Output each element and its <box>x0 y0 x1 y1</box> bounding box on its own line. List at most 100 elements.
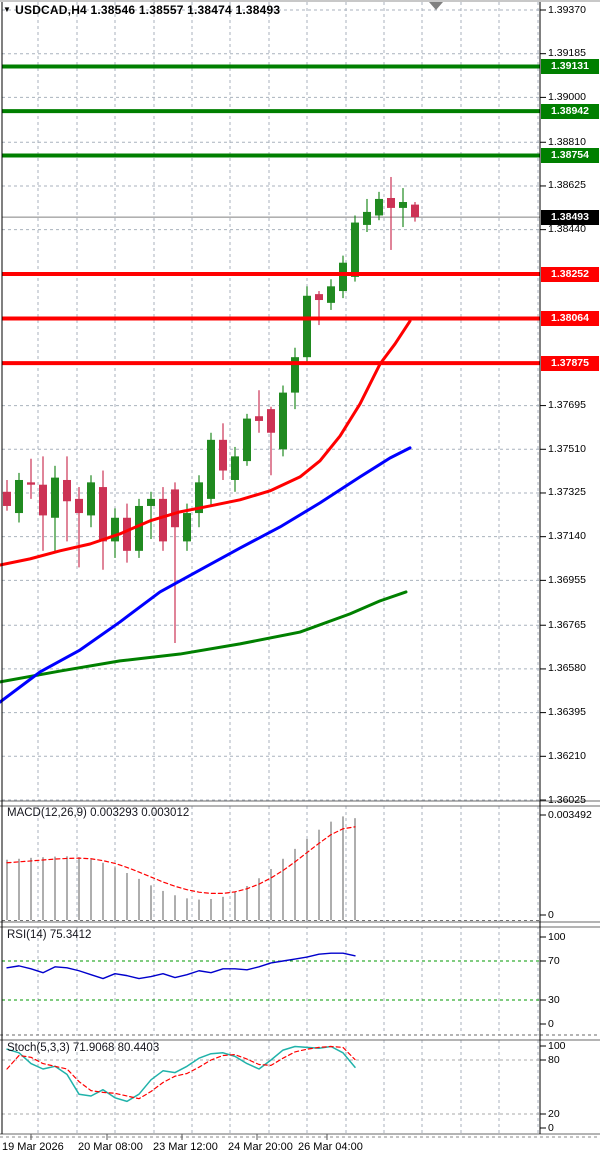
bull-candle <box>135 505 143 551</box>
price-tick-label: 1.39000 <box>548 90 586 103</box>
indicator-axis-label: 30 <box>548 993 560 1006</box>
indicator-axis-label: 0 <box>548 1121 554 1134</box>
time-label: 23 Mar 12:00 <box>153 1141 218 1153</box>
bull-candle <box>87 482 95 516</box>
indicator-axis-label: 100 <box>548 1039 566 1052</box>
bull-candle <box>327 286 335 303</box>
price-tick-label: 1.37510 <box>548 442 586 455</box>
resistance-price-label[interactable]: 1.38942 <box>541 103 599 119</box>
time-label: 19 Mar 2026 <box>2 1141 64 1153</box>
quote-low: 1.38474 <box>187 3 232 17</box>
indicator-axis-label: 100 <box>548 930 566 943</box>
ma-slow-green-line <box>0 590 408 684</box>
stoch-d-line <box>6 1045 356 1100</box>
support-price-label[interactable]: 1.37875 <box>541 355 599 371</box>
price-tick-label: 1.37695 <box>548 399 586 412</box>
quote-symbol: USDCAD,H4 <box>15 3 87 17</box>
price-tick-label: 1.37140 <box>548 530 586 543</box>
bear-candle <box>123 517 131 551</box>
price-tick-label: 1.38440 <box>548 223 586 236</box>
indicator-axis-label: 80 <box>548 1053 560 1066</box>
expand-arrow-icon[interactable]: ▼ <box>3 5 12 14</box>
bear-candle <box>411 204 419 218</box>
macd-value-signal: 0.003012 <box>141 807 190 819</box>
ma-mid-blue-line <box>0 446 412 704</box>
stoch-title: Stoch(5,3,3) <box>7 1042 70 1054</box>
bear-candle <box>75 498 83 514</box>
bear-candle <box>219 439 227 471</box>
bull-candle <box>111 517 119 542</box>
indicator-axis-label: 20 <box>548 1107 560 1120</box>
price-tick-label: 1.38625 <box>548 179 586 192</box>
quote-high: 1.38557 <box>138 3 184 17</box>
quote-line: ▼ USDCAD,H4 1.38546 1.38557 1.38474 1.384… <box>3 3 280 17</box>
rsi-value: 75.3412 <box>49 929 92 941</box>
stoch-value-signal: 80.4403 <box>117 1042 160 1054</box>
indicator-axis-label: 0 <box>548 1017 554 1030</box>
bull-candle <box>243 418 251 462</box>
support-price-label[interactable]: 1.38064 <box>541 310 599 326</box>
macd-label: MACD(12,26,9) 0.003293 0.003012 <box>7 807 189 819</box>
time-label: 24 Mar 20:00 <box>228 1141 293 1153</box>
price-tick-label: 1.38810 <box>548 135 586 148</box>
ma-fast-red-line <box>0 319 412 567</box>
bear-candle <box>63 479 71 502</box>
time-marker-icon <box>429 2 443 10</box>
bull-candle <box>339 262 347 292</box>
bid-price-label: 1.38493 <box>541 209 599 225</box>
bull-candle <box>399 202 407 208</box>
indicator-axis-label: 70 <box>548 954 560 967</box>
rsi-label: RSI(14) 75.3412 <box>7 929 91 941</box>
price-tick-label: 1.36580 <box>548 662 586 675</box>
resistance-price-label[interactable]: 1.39131 <box>541 58 599 74</box>
bull-candle <box>207 439 215 499</box>
panel-separator <box>0 1035 600 1040</box>
bear-candle <box>39 484 47 516</box>
stoch-value-main: 71.9068 <box>72 1042 115 1054</box>
rsi-line <box>6 952 356 980</box>
bull-candle <box>279 392 287 450</box>
price-tick-label: 1.36765 <box>548 618 586 631</box>
bear-candle <box>171 489 179 528</box>
stoch-k-line <box>6 1045 356 1103</box>
bear-candle <box>27 482 35 485</box>
bull-candle <box>351 222 359 277</box>
bull-candle <box>183 513 191 542</box>
stoch-label: Stoch(5,3,3) 71.9068 80.4403 <box>7 1042 159 1054</box>
panel-separator <box>0 922 600 927</box>
panel-separator <box>0 801 600 806</box>
price-tick-label: 1.36210 <box>548 749 586 762</box>
price-tick-label: 1.36395 <box>548 706 586 719</box>
bear-candle <box>255 416 263 421</box>
bear-candle <box>387 197 395 208</box>
bear-candle <box>267 409 275 433</box>
price-tick-label: 1.37325 <box>548 486 586 499</box>
rsi-title: RSI(14) <box>7 929 47 941</box>
bull-candle <box>375 198 383 216</box>
bear-candle <box>3 491 11 506</box>
time-label: 20 Mar 08:00 <box>78 1141 143 1153</box>
macd-value-main: 0.003293 <box>90 807 139 819</box>
bull-candle <box>363 211 371 225</box>
price-tick-label: 1.39370 <box>548 3 586 16</box>
price-tick-label: 1.36955 <box>548 573 586 586</box>
indicator-axis-label: 0.003492 <box>548 808 592 821</box>
resistance-price-label[interactable]: 1.38754 <box>541 147 599 163</box>
macd-title: MACD(12,26,9) <box>7 807 87 819</box>
price-tick-label: 1.39185 <box>548 47 586 60</box>
quote-open: 1.38546 <box>90 3 136 17</box>
support-price-label[interactable]: 1.38252 <box>541 266 599 282</box>
price-tick-label: 1.36025 <box>548 793 586 806</box>
bull-candle <box>51 477 59 518</box>
indicator-axis-label: 0 <box>548 908 554 921</box>
bull-candle <box>291 357 299 393</box>
macd-signal-line <box>6 826 356 895</box>
time-label: 26 Mar 04:00 <box>298 1141 363 1153</box>
bull-candle <box>147 498 155 506</box>
bear-candle <box>99 487 107 542</box>
quote-close: 1.38493 <box>235 3 281 17</box>
bull-candle <box>15 479 23 514</box>
bull-candle <box>195 482 203 514</box>
